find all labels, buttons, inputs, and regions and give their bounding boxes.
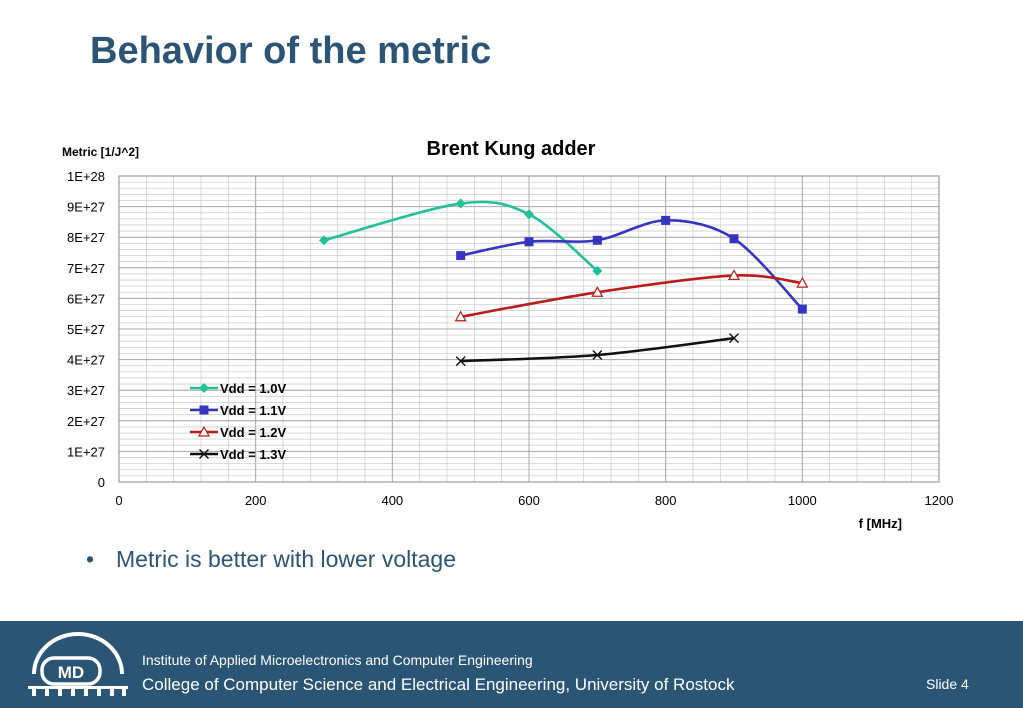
y-tick-label: 8E+27 (67, 230, 105, 245)
y-tick-label: 1E+28 (67, 169, 105, 184)
data-point (319, 235, 329, 246)
data-point (199, 383, 209, 393)
chart-title: Brent Kung adder (427, 138, 596, 160)
series-3 (455, 333, 739, 367)
data-point (727, 269, 741, 281)
x-tick-label: 800 (655, 493, 677, 508)
y-tick-label: 2E+27 (67, 414, 105, 429)
data-point (199, 449, 209, 459)
data-point (592, 265, 603, 276)
legend-label: Vdd = 1.2V (220, 425, 286, 440)
legend: Vdd = 1.0V Vdd = 1.1V Vdd = 1.2V Vdd = 1.3V (190, 381, 286, 462)
data-point (455, 198, 466, 209)
data-point (456, 251, 466, 261)
y-tick-label: 9E+27 (67, 200, 105, 215)
x-tick-label: 200 (245, 493, 267, 508)
x-tick-label: 0 (115, 493, 122, 508)
legend-label: Vdd = 1.1V (220, 403, 286, 418)
y-axis-label: Metric [1/J^2] (62, 145, 139, 159)
legend-item: Vdd = 1.1V (190, 403, 286, 418)
y-tick-label: 3E+27 (67, 383, 105, 398)
legend-item: Vdd = 1.3V (190, 447, 286, 462)
bullet-dot: • (86, 546, 95, 572)
data-point (729, 234, 739, 244)
slide-title: Behavior of the metric (90, 30, 492, 72)
data-point (524, 237, 534, 247)
data-point (661, 215, 671, 225)
y-tick-label: 7E+27 (67, 261, 105, 276)
bullet-point: • Metric is better with lower voltage (86, 546, 456, 573)
chart: Brent Kung adder Metric [1/J^2] f [MHz] … (62, 138, 953, 531)
axis-ticks: 0 200 400 600 800 1000 1200 0 1E+27 2E+27 3E+27 4E+… (67, 169, 953, 508)
data-point (454, 310, 467, 322)
footer: MD Institute of Applied Microelectronics… (0, 621, 1023, 708)
data-point (729, 333, 739, 344)
series-2 (454, 269, 809, 322)
x-tick-label: 1000 (788, 493, 817, 508)
data-point (197, 425, 211, 437)
series-layer (319, 198, 809, 367)
data-point (796, 276, 809, 288)
data-point (591, 286, 604, 297)
series-1 (456, 215, 807, 314)
data-point-stroke (455, 356, 466, 367)
x-tick-label: 400 (381, 493, 403, 508)
series-line (460, 273, 803, 319)
y-tick-label: 4E+27 (67, 353, 105, 368)
data-point-stroke (592, 350, 603, 361)
x-axis-label: f [MHz] (859, 516, 902, 531)
data-point (524, 209, 534, 220)
data-point-stroke (199, 449, 209, 459)
data-point (592, 235, 602, 245)
plot-area (118, 175, 940, 483)
legend-label: Vdd = 1.0V (220, 381, 286, 396)
y-tick-label: 1E+27 (67, 444, 105, 459)
slide-number: Slide 4 (926, 676, 969, 692)
legend-item: Vdd = 1.2V (190, 425, 286, 440)
university-logo: MD (28, 632, 128, 696)
legend-item: Vdd = 1.0V (190, 381, 286, 396)
y-tick-label: 5E+27 (67, 322, 105, 337)
chart-grid (118, 175, 940, 483)
data-point-stroke (729, 333, 739, 344)
legend-label: Vdd = 1.3V (220, 447, 286, 462)
svg-text:MD: MD (58, 663, 84, 682)
x-tick-label: 600 (518, 493, 540, 508)
bullet-text: Metric is better with lower voltage (116, 546, 457, 572)
data-point (199, 405, 209, 415)
footer-institute: Institute of Applied Microelectronics an… (142, 652, 533, 668)
y-tick-label: 6E+27 (67, 291, 105, 306)
data-point (455, 356, 466, 367)
data-point (592, 350, 603, 361)
data-point (797, 304, 807, 314)
y-tick-label: 0 (98, 475, 105, 490)
x-tick-label: 1200 (925, 493, 954, 508)
footer-college: College of Computer Science and Electric… (142, 675, 735, 694)
series-line (460, 219, 804, 311)
